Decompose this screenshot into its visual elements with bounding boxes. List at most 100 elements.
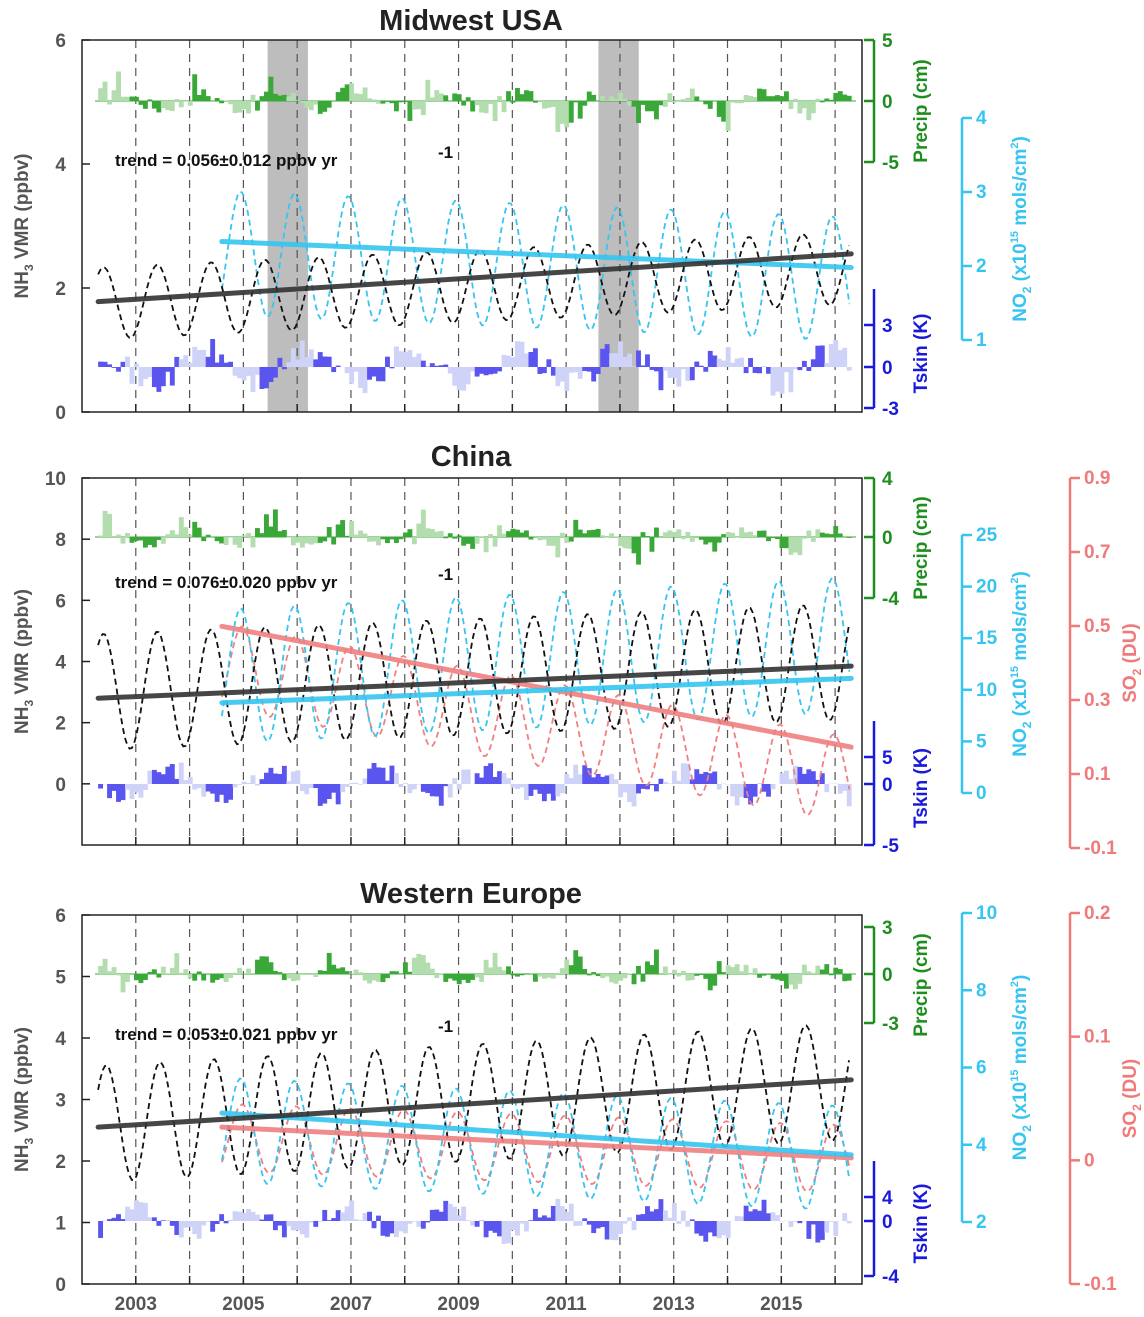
precip-bar <box>591 972 597 974</box>
tskin-bar <box>842 784 848 791</box>
precip-bar <box>120 96 126 101</box>
tskin-bar <box>730 784 736 797</box>
tskin-bar <box>725 1221 731 1239</box>
nh3-series-line <box>97 233 850 339</box>
tskin-bar <box>214 362 220 367</box>
tskin-bar <box>349 367 355 384</box>
tskin-bar <box>125 784 130 790</box>
tskin-axis-label: Tskin (K) <box>911 1184 932 1264</box>
tskin-bar <box>564 1212 570 1221</box>
no2-tick-label: 20 <box>976 577 997 598</box>
precip-bar <box>394 971 399 974</box>
precip-bar <box>389 537 395 540</box>
precip-bar <box>420 509 426 537</box>
precip-bar <box>761 974 767 976</box>
tskin-bar <box>429 363 435 367</box>
precip-bar <box>174 534 180 537</box>
precip-bar <box>546 537 552 546</box>
tskin-bar <box>246 1209 251 1221</box>
precip-bar <box>219 974 225 979</box>
precip-bar <box>156 101 162 113</box>
precip-bar <box>142 537 148 548</box>
precip-bar <box>107 101 112 105</box>
precip-bar <box>573 101 579 103</box>
so2-tick-label: 0 <box>1084 1150 1095 1171</box>
precip-bar <box>837 91 843 101</box>
tskin-bar <box>434 784 440 797</box>
precip-bar <box>483 959 489 974</box>
precip-bar <box>761 89 767 101</box>
tskin-bar <box>398 1221 404 1232</box>
precip-bar <box>447 974 453 979</box>
precip-tick-label: 5 <box>882 31 893 52</box>
precip-bar <box>837 969 843 974</box>
precip-tick-label: 0 <box>882 528 893 549</box>
tskin-bar <box>784 770 789 784</box>
tskin-bar <box>107 784 112 799</box>
tskin-bar <box>142 367 148 380</box>
precip-bar <box>425 528 431 537</box>
precip-bar <box>748 95 754 101</box>
tskin-bar <box>196 349 202 367</box>
tskin-bar <box>156 367 162 392</box>
tskin-bar <box>837 784 843 794</box>
precip-bar <box>353 969 359 974</box>
precip-bar <box>568 101 574 123</box>
precip-bar <box>214 974 220 980</box>
tskin-bar <box>259 779 265 784</box>
tskin-bar <box>824 363 830 367</box>
precip-bar <box>689 537 695 542</box>
precip-bar <box>631 974 637 985</box>
precip-bar <box>689 974 695 981</box>
tskin-bar <box>662 782 668 784</box>
tskin-bar <box>407 1221 413 1224</box>
precip-bar <box>622 974 628 979</box>
tskin-bar <box>201 349 207 367</box>
precip-bar <box>515 87 520 101</box>
tskin-bar <box>326 1220 332 1221</box>
tskin-bar <box>488 1221 494 1231</box>
tskin-bar <box>178 1221 184 1238</box>
tskin-bar <box>402 351 408 367</box>
nh3-trend-line <box>95 1077 854 1130</box>
precip-bar <box>380 974 386 983</box>
x-tick-label: 2009 <box>437 1294 479 1315</box>
tskin-bar <box>555 367 561 387</box>
tskin-bar <box>349 783 355 784</box>
tskin-bar <box>268 1214 274 1221</box>
no2-tick-label: 2 <box>976 1212 987 1233</box>
tskin-bar <box>277 1221 283 1226</box>
precip-bar <box>564 537 570 543</box>
no2-tick-label: 5 <box>976 731 987 752</box>
tskin-bar <box>313 359 319 367</box>
precip-bar <box>187 974 193 979</box>
so2-axis-label: SO2 (DU) <box>1120 1059 1144 1139</box>
tskin-bar <box>335 365 341 367</box>
tskin-bar <box>524 1221 529 1232</box>
tskin-bar <box>178 359 184 367</box>
precip-bar <box>474 974 480 978</box>
precip-bar <box>671 969 677 974</box>
precip-bar <box>725 101 731 131</box>
tskin-bar <box>775 1215 780 1221</box>
tskin-bar <box>389 765 395 784</box>
tskin-bar <box>582 1218 588 1221</box>
tskin-bar <box>452 367 458 386</box>
tskin-bar <box>380 1221 386 1236</box>
precip-bar <box>501 970 507 974</box>
precip-bar <box>385 101 390 102</box>
tskin-bar <box>246 782 251 784</box>
left-tick-label: 4 <box>55 653 66 674</box>
precip-bar <box>344 84 350 101</box>
tskin-bar <box>528 784 534 796</box>
tskin-bar <box>645 354 650 367</box>
precip-bar <box>264 91 269 101</box>
no2-trend-line <box>219 239 854 271</box>
tskin-bar <box>438 1211 444 1221</box>
precip-bar <box>465 537 471 544</box>
precip-bar <box>156 537 162 541</box>
tskin-bar <box>169 764 175 784</box>
precip-bar <box>268 76 274 101</box>
precip-bar <box>362 533 368 537</box>
